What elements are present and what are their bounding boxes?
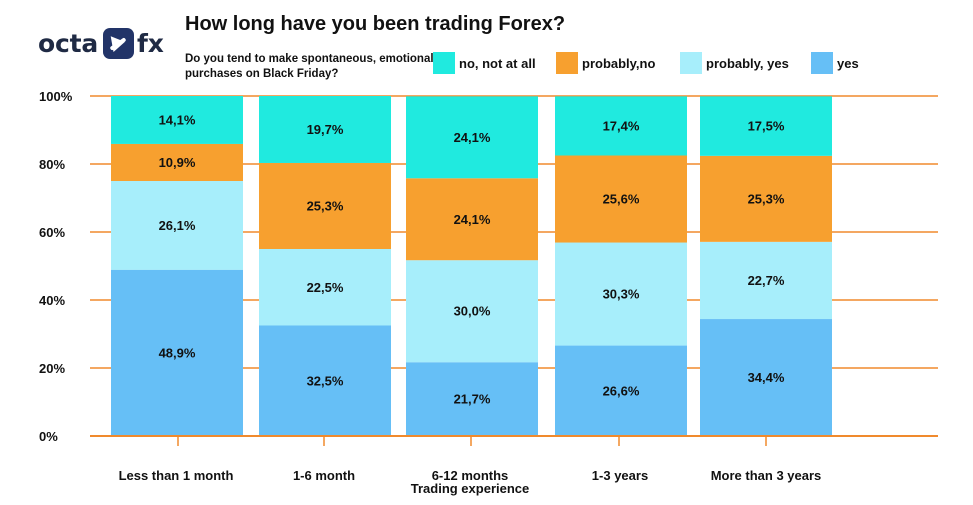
bar-1-6-month-yes [259, 325, 391, 436]
chart-subtitle: Do you tend to make spontaneous, emotion… [185, 53, 434, 80]
brand-logo-right: fx [137, 29, 164, 58]
chart-title: How long have you been trading Forex? [185, 13, 566, 35]
x-tick-label-more-than-3-years: More than 3 years [711, 468, 822, 483]
bar-more-than-3-years-yes [700, 319, 832, 436]
data-label-6-12-months-no-not-at-all: 24,1% [454, 130, 491, 145]
octafx-logo-icon [103, 28, 135, 59]
x-tick-label-1-3-years: 1-3 years [592, 468, 648, 483]
brand-logo: octa fx [38, 28, 164, 59]
bar-1-3-years-no-not-at-all [555, 96, 687, 156]
bar-less-than-1-month-no-not-at-all [111, 96, 243, 144]
data-label-more-than-3-years-no-not-at-all: 17,5% [748, 119, 785, 134]
legend-item-yes: yes [811, 52, 859, 74]
data-label-less-than-1-month-no-not-at-all: 14,1% [159, 112, 196, 127]
bar-stack-6-12-months [406, 96, 538, 436]
x-axis-label: Trading experience [411, 481, 530, 496]
data-label-less-than-1-month-probably-no: 10,9% [159, 155, 196, 170]
legend: no, not at all probably,no probably, yes ye… [433, 52, 859, 74]
x-tick-label-6-12-months: 6-12 months [432, 468, 509, 483]
y-tick-label-80: 80% [39, 157, 65, 172]
legend-label-probably-no: probably,no [582, 56, 655, 71]
bar-more-than-3-years-no-not-at-all [700, 96, 832, 156]
y-tick-label-20: 20% [39, 361, 65, 376]
brand-logo-left: octa [38, 29, 99, 58]
legend-label-yes: yes [837, 56, 859, 71]
axes: 0% 20% 40% 60% 80% 100% Less than 1 month 1-6 m… [39, 89, 938, 496]
bar-stack-less-than-1-month [111, 96, 243, 436]
y-tick-label-40: 40% [39, 293, 65, 308]
bar-more-than-3-years-probably-no [700, 155, 832, 242]
bar-6-12-months-no-not-at-all [406, 96, 538, 179]
bar-1-3-years-probably-yes [555, 242, 687, 346]
data-label-more-than-3-years-probably-no: 25,3% [748, 191, 785, 206]
y-tick-label-100: 100% [39, 89, 73, 104]
data-label-1-6-month-probably-no: 25,3% [307, 198, 344, 213]
legend-item-probably-no: probably,no [556, 52, 655, 74]
bar-6-12-months-yes [406, 362, 538, 436]
bar-1-6-month-no-not-at-all [259, 96, 391, 163]
bar-1-6-month-probably-no [259, 162, 391, 249]
legend-swatch-yes [811, 52, 833, 74]
bar-stack-more-than-3-years [700, 96, 832, 436]
data-label-1-3-years-yes: 26,6% [603, 383, 640, 398]
bar-6-12-months-probably-no [406, 178, 538, 261]
data-label-1-3-years-probably-yes: 30,3% [603, 287, 640, 302]
bar-more-than-3-years-probably-yes [700, 241, 832, 320]
data-label-less-than-1-month-yes: 48,9% [159, 345, 196, 360]
legend-item-no-not-at-all: no, not at all [433, 52, 536, 74]
bar-1-3-years-probably-no [555, 155, 687, 243]
data-label-1-6-month-probably-yes: 22,5% [307, 280, 344, 295]
legend-item-probably-yes: probably, yes [680, 52, 789, 74]
y-tick-label-60: 60% [39, 225, 65, 240]
data-label-1-6-month-no-not-at-all: 19,7% [307, 122, 344, 137]
bar-less-than-1-month-probably-yes [111, 181, 243, 270]
data-labels: 48,9% 26,1% 10,9% 14,1% 32,5% 22,5% 25,3% 19,7%… [159, 112, 785, 406]
data-label-more-than-3-years-yes: 34,4% [748, 370, 785, 385]
legend-swatch-probably-yes [680, 52, 702, 74]
bar-1-3-years-yes [555, 345, 687, 436]
bar-6-12-months-probably-yes [406, 260, 538, 363]
y-tick-label-0: 0% [39, 429, 58, 444]
bar-stack-1-3-years [555, 96, 687, 436]
legend-label-probably-yes: probably, yes [706, 56, 789, 71]
data-label-1-3-years-no-not-at-all: 17,4% [603, 118, 640, 133]
legend-label-no-not-at-all: no, not at all [459, 56, 536, 71]
legend-swatch-probably-no [556, 52, 578, 74]
bar-less-than-1-month-yes [111, 269, 243, 436]
x-tick-label-less-than-1-month: Less than 1 month [119, 468, 234, 483]
legend-swatch-no-not-at-all [433, 52, 455, 74]
x-tick-label-1-6-month: 1-6 month [293, 468, 355, 483]
bar-less-than-1-month-probably-no [111, 143, 243, 181]
bar-1-6-month-probably-yes [259, 249, 391, 326]
bar-stack-1-6-month [259, 96, 391, 436]
data-label-6-12-months-yes: 21,7% [454, 392, 491, 407]
data-label-less-than-1-month-probably-yes: 26,1% [159, 218, 196, 233]
bars [111, 96, 832, 436]
data-label-more-than-3-years-probably-yes: 22,7% [748, 273, 785, 288]
data-label-1-3-years-probably-no: 25,6% [603, 192, 640, 207]
data-label-6-12-months-probably-yes: 30,0% [454, 304, 491, 319]
data-label-6-12-months-probably-no: 24,1% [454, 212, 491, 227]
data-label-1-6-month-yes: 32,5% [307, 373, 344, 388]
